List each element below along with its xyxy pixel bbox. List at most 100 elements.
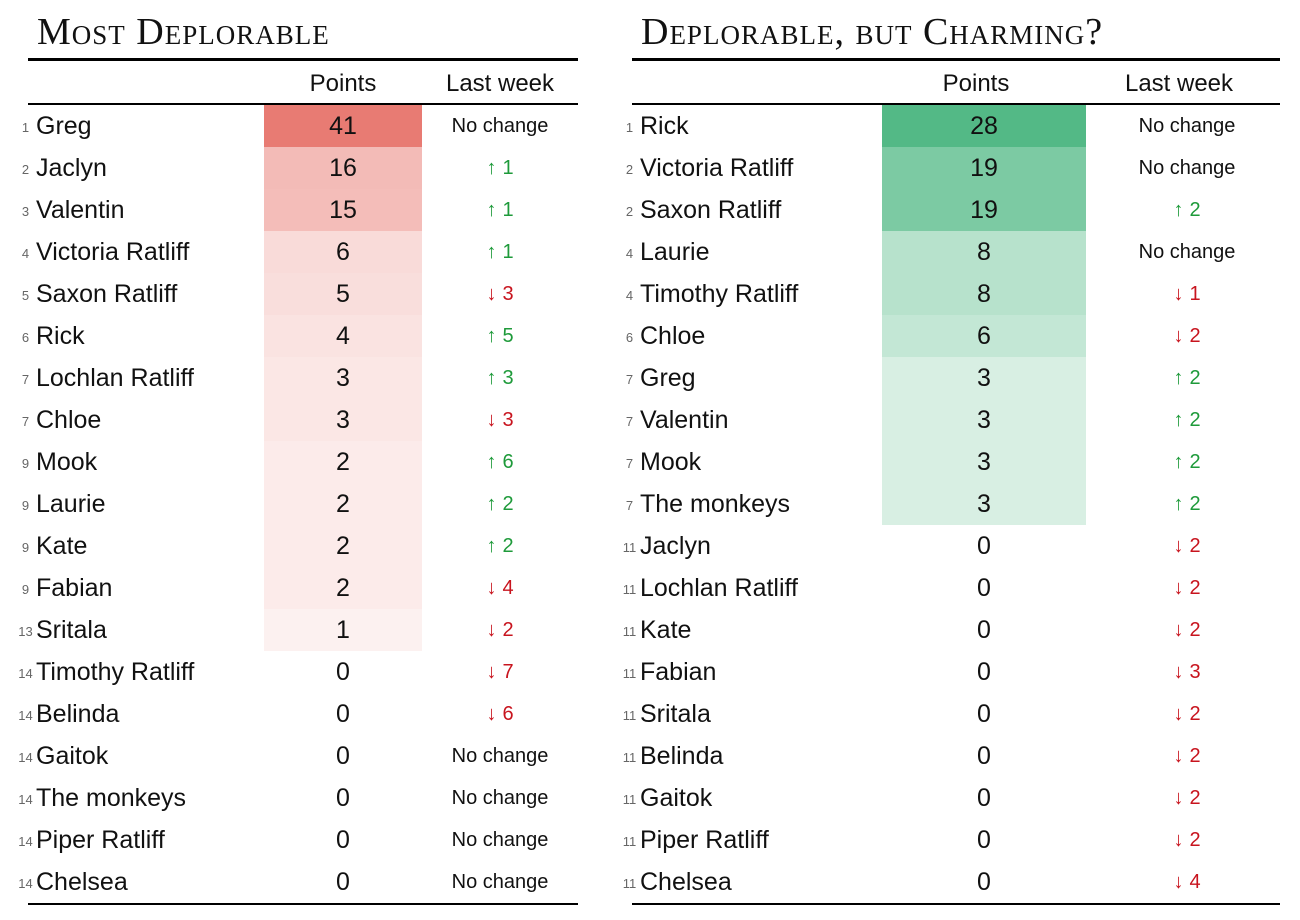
- contestant-name: Chelsea: [36, 867, 128, 896]
- leaderboard-row: 11 Chelsea 0 ↓ 4: [623, 861, 1280, 903]
- no-change-label: No change: [451, 744, 549, 767]
- rank-number: 14: [18, 749, 33, 765]
- rank-delta: 5: [502, 324, 514, 347]
- points-cell: 0: [977, 616, 991, 644]
- points-cell: 8: [882, 231, 1086, 273]
- contestant-name: The monkeys: [640, 489, 791, 518]
- arrow-up-icon: ↑: [486, 450, 497, 473]
- moved-down: ↓ 2: [1173, 787, 1200, 809]
- rank-delta: 1: [502, 198, 514, 221]
- moved-up: ↑ 6: [486, 451, 513, 473]
- rank-number: 14: [18, 791, 33, 807]
- contestant-name: Rick: [36, 321, 85, 350]
- arrow-down-icon: ↓: [1173, 618, 1184, 641]
- rank-delta: 3: [502, 366, 514, 389]
- points-cell: 19: [882, 147, 1086, 189]
- contestant-name: Jaclyn: [640, 531, 711, 560]
- rank-delta: 6: [502, 450, 514, 473]
- contestant-name: Chloe: [36, 405, 102, 434]
- arrow-down-icon: ↓: [1173, 324, 1184, 347]
- rank-delta: 2: [1189, 702, 1201, 725]
- bottom-rule: [632, 903, 1280, 905]
- last-week-change: No change: [422, 787, 578, 810]
- arrow-down-icon: ↓: [486, 618, 497, 641]
- contestant-name: Timothy Ratliff: [640, 279, 799, 308]
- arrow-down-icon: ↓: [486, 282, 497, 305]
- moved-down: ↓ 3: [486, 409, 513, 431]
- leaderboard-row: 7 Valentin 3 ↑ 2: [626, 399, 1280, 441]
- leaderboard-row: 5 Saxon Ratliff 5 ↓ 3: [22, 273, 578, 315]
- moved-down: ↓ 6: [486, 703, 513, 725]
- board-title: Most Deplorable: [37, 11, 330, 53]
- moved-down: ↓ 3: [486, 283, 513, 305]
- moved-up: ↑ 2: [486, 535, 513, 557]
- last-week-change: ↑ 5: [422, 325, 578, 348]
- last-week-header: Last week: [1124, 70, 1234, 97]
- rank-number: 11: [622, 581, 637, 597]
- contestant-name: Rick: [640, 111, 689, 140]
- leaderboard-row: 6 Rick 4 ↑ 5: [22, 315, 578, 357]
- rank-number: 9: [21, 539, 30, 555]
- rank-delta: 1: [502, 240, 514, 263]
- last-week-change: ↑ 2: [1086, 367, 1288, 390]
- arrow-up-icon: ↑: [1173, 450, 1184, 473]
- moved-down: ↓ 2: [1173, 745, 1200, 767]
- top-rule: [28, 58, 578, 61]
- contestant-name: Laurie: [640, 237, 710, 266]
- rank-number: 4: [21, 245, 30, 261]
- points-cell: 2: [264, 567, 422, 609]
- contestant-name: Gaitok: [36, 741, 109, 770]
- leaderboard-row: 2 Jaclyn 16 ↑ 1: [22, 147, 578, 189]
- points-cell: 5: [264, 273, 422, 315]
- points-cell: 4: [264, 315, 422, 357]
- moved-up: ↑ 1: [486, 199, 513, 221]
- moved-up: ↑ 2: [1173, 199, 1200, 221]
- contestant-name: Gaitok: [640, 783, 713, 812]
- points-cell: 0: [977, 742, 991, 770]
- leaderboard-row: 14 Gaitok 0 No change: [18, 735, 578, 777]
- rank-header: [28, 61, 36, 103]
- last-week-change: ↑ 2: [422, 493, 578, 516]
- moved-down: ↓ 4: [1173, 871, 1200, 893]
- last-week-change: ↑ 2: [422, 535, 578, 558]
- contestant-name: Piper Ratliff: [36, 825, 165, 854]
- points-cell: 0: [977, 826, 991, 854]
- moved-up: ↑ 2: [1173, 451, 1200, 473]
- last-week-change: ↓ 2: [1086, 703, 1288, 726]
- leaderboard-row: 9 Kate 2 ↑ 2: [22, 525, 578, 567]
- last-week-change: ↑ 2: [1086, 199, 1288, 222]
- arrow-down-icon: ↓: [1173, 282, 1184, 305]
- arrow-up-icon: ↑: [1173, 198, 1184, 221]
- rank-delta: 2: [1189, 786, 1201, 809]
- rank-number: 14: [18, 707, 33, 723]
- rank-number: 7: [625, 371, 634, 387]
- rank-delta: 3: [502, 408, 514, 431]
- rank-number: 11: [622, 833, 637, 849]
- moved-down: ↓ 2: [1173, 619, 1200, 641]
- rank-number: 4: [625, 245, 634, 261]
- last-week-change: No change: [1086, 115, 1288, 138]
- last-week-change: ↓ 2: [1086, 535, 1288, 558]
- contestant-name: Fabian: [36, 573, 113, 602]
- contestant-name: The monkeys: [36, 783, 187, 812]
- points-cell: 2: [264, 483, 422, 525]
- arrow-up-icon: ↑: [486, 534, 497, 557]
- rank-delta: 2: [1189, 408, 1201, 431]
- moved-up: ↑ 5: [486, 325, 513, 347]
- last-week-change: ↑ 1: [422, 157, 578, 180]
- last-week-change: ↓ 2: [1086, 619, 1288, 642]
- arrow-down-icon: ↓: [1173, 828, 1184, 851]
- contestant-name: Saxon Ratliff: [36, 279, 178, 308]
- points-header: Points: [942, 70, 1010, 97]
- leaderboard-row: 11 Kate 0 ↓ 2: [623, 609, 1280, 651]
- leaderboard-row: 9 Mook 2 ↑ 6: [22, 441, 578, 483]
- last-week-header: Last week: [445, 70, 555, 97]
- moved-down: ↓ 2: [1173, 325, 1200, 347]
- contestant-name: Timothy Ratliff: [36, 657, 195, 686]
- last-week-change: ↓ 3: [1086, 661, 1288, 684]
- rank-delta: 2: [1189, 198, 1201, 221]
- last-week-change: ↓ 3: [422, 409, 578, 432]
- leaderboard-row: 11 Piper Ratliff 0 ↓ 2: [623, 819, 1280, 861]
- points-cell: 0: [336, 700, 350, 728]
- leaderboard-row: 11 Gaitok 0 ↓ 2: [623, 777, 1280, 819]
